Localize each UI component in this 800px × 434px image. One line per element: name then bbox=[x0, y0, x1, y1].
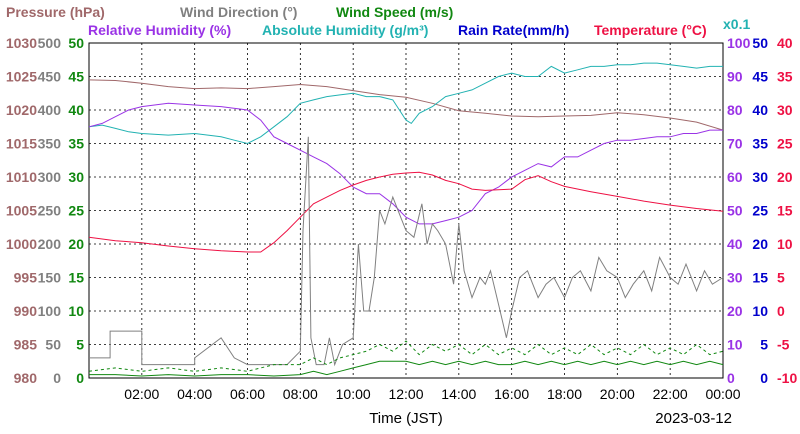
tick-rain: 5 bbox=[760, 337, 768, 353]
tick-wind-speed: 20 bbox=[68, 236, 84, 252]
tick-wind-speed: 50 bbox=[68, 35, 84, 51]
tick-pressure: 1010 bbox=[6, 169, 37, 185]
tick-temp: 0 bbox=[777, 303, 785, 319]
series-ah bbox=[88, 62, 723, 145]
tick-rain: 45 bbox=[752, 69, 768, 85]
tick-rain: 40 bbox=[752, 102, 768, 118]
tick-wind-dir: 350 bbox=[38, 136, 62, 152]
tick-rh: 100 bbox=[727, 35, 751, 51]
ah-scale-label: x0.1 bbox=[723, 16, 750, 32]
x-tick-label: 22:00 bbox=[653, 386, 688, 402]
tick-rain: 30 bbox=[752, 169, 768, 185]
tick-pressure: 1020 bbox=[6, 102, 37, 118]
tick-temp: 35 bbox=[777, 69, 793, 85]
tick-wind-speed: 0 bbox=[76, 370, 84, 386]
tick-pressure: 1015 bbox=[6, 136, 37, 152]
tick-pressure: 1000 bbox=[6, 236, 37, 252]
tick-pressure: 1030 bbox=[6, 35, 37, 51]
legend-rh: Relative Humidity (%) bbox=[88, 22, 231, 38]
tick-wind-dir: 100 bbox=[38, 303, 62, 319]
tick-wind-speed: 30 bbox=[68, 169, 84, 185]
tick-rain: 0 bbox=[760, 370, 768, 386]
x-tick-label: 04:00 bbox=[177, 386, 212, 402]
tick-temp: 30 bbox=[777, 102, 793, 118]
series-wind-dir bbox=[89, 136, 724, 367]
tick-rh: 60 bbox=[727, 169, 743, 185]
tick-rh: 80 bbox=[727, 102, 743, 118]
axes: 9809859909951000100510101015102010251030… bbox=[6, 35, 798, 402]
x-tick-label: 18:00 bbox=[547, 386, 582, 402]
tick-temp: 20 bbox=[777, 169, 793, 185]
series-wind-gust bbox=[88, 340, 724, 372]
series-wind-speed bbox=[89, 360, 724, 377]
tick-rain: 20 bbox=[752, 236, 768, 252]
grid bbox=[88, 42, 724, 379]
tick-pressure: 1025 bbox=[6, 69, 37, 85]
legend-wind-dir: Wind Direction (°) bbox=[180, 4, 297, 20]
tick-rh: 10 bbox=[727, 337, 743, 353]
tick-wind-speed: 25 bbox=[68, 203, 84, 219]
tick-wind-speed: 5 bbox=[76, 337, 84, 353]
x-tick-label: 10:00 bbox=[336, 386, 371, 402]
tick-temp: 15 bbox=[777, 203, 793, 219]
tick-pressure: 985 bbox=[14, 337, 38, 353]
tick-wind-speed: 15 bbox=[68, 270, 84, 286]
x-tick-label: 06:00 bbox=[230, 386, 265, 402]
tick-temp: 25 bbox=[777, 136, 793, 152]
tick-rain: 35 bbox=[752, 136, 768, 152]
x-tick-label: 16:00 bbox=[494, 386, 529, 402]
series-pressure bbox=[88, 79, 724, 131]
tick-rh: 90 bbox=[727, 69, 743, 85]
tick-rh: 30 bbox=[727, 270, 743, 286]
legend-pressure: Pressure (hPa) bbox=[6, 4, 105, 20]
x-tick-label: 00:00 bbox=[705, 386, 740, 402]
tick-wind-speed: 35 bbox=[68, 136, 84, 152]
x-tick-label: 20:00 bbox=[600, 386, 635, 402]
x-tick-label: 12:00 bbox=[388, 386, 423, 402]
tick-rain: 50 bbox=[752, 35, 768, 51]
tick-wind-speed: 45 bbox=[68, 69, 84, 85]
x-tick-label: 02:00 bbox=[124, 386, 159, 402]
tick-rain: 25 bbox=[752, 203, 768, 219]
tick-wind-dir: 500 bbox=[38, 35, 62, 51]
tick-temp: 5 bbox=[777, 270, 785, 286]
tick-pressure: 990 bbox=[14, 303, 38, 319]
series-temp bbox=[88, 171, 724, 253]
tick-wind-speed: 10 bbox=[68, 303, 84, 319]
tick-rh: 70 bbox=[727, 136, 743, 152]
tick-wind-dir: 300 bbox=[38, 169, 62, 185]
tick-rain: 10 bbox=[752, 303, 768, 319]
tick-wind-dir: 0 bbox=[53, 370, 61, 386]
date-label: 2023-03-12 bbox=[655, 410, 732, 427]
tick-wind-dir: 450 bbox=[38, 69, 62, 85]
tick-pressure: 980 bbox=[14, 370, 38, 386]
legend: Pressure (hPa) Wind Direction (°) Wind Spe… bbox=[6, 4, 750, 38]
legend-temp: Temperature (°C) bbox=[594, 22, 707, 38]
tick-wind-speed: 40 bbox=[68, 102, 84, 118]
legend-rain: Rain Rate(mm/h) bbox=[458, 22, 569, 38]
legend-wind-speed: Wind Speed (m/s) bbox=[336, 4, 453, 20]
tick-temp: -10 bbox=[777, 370, 797, 386]
tick-temp: -5 bbox=[777, 337, 790, 353]
tick-pressure: 995 bbox=[14, 270, 38, 286]
x-axis-label: Time (JST) bbox=[369, 410, 443, 427]
tick-rh: 50 bbox=[727, 203, 743, 219]
legend-ah: Absolute Humidity (g/m³) bbox=[262, 22, 428, 38]
tick-pressure: 1005 bbox=[6, 203, 37, 219]
tick-wind-dir: 150 bbox=[38, 270, 62, 286]
tick-rain: 15 bbox=[752, 270, 768, 286]
tick-rh: 0 bbox=[727, 370, 735, 386]
tick-wind-dir: 400 bbox=[38, 102, 62, 118]
tick-wind-dir: 200 bbox=[38, 236, 62, 252]
tick-wind-dir: 250 bbox=[38, 203, 62, 219]
tick-wind-dir: 50 bbox=[45, 337, 61, 353]
series-layer bbox=[88, 62, 724, 377]
tick-rh: 40 bbox=[727, 236, 743, 252]
x-tick-label: 08:00 bbox=[283, 386, 318, 402]
tick-temp: 10 bbox=[777, 236, 793, 252]
tick-temp: 40 bbox=[777, 35, 793, 51]
x-tick-label: 14:00 bbox=[441, 386, 476, 402]
tick-rh: 20 bbox=[727, 303, 743, 319]
